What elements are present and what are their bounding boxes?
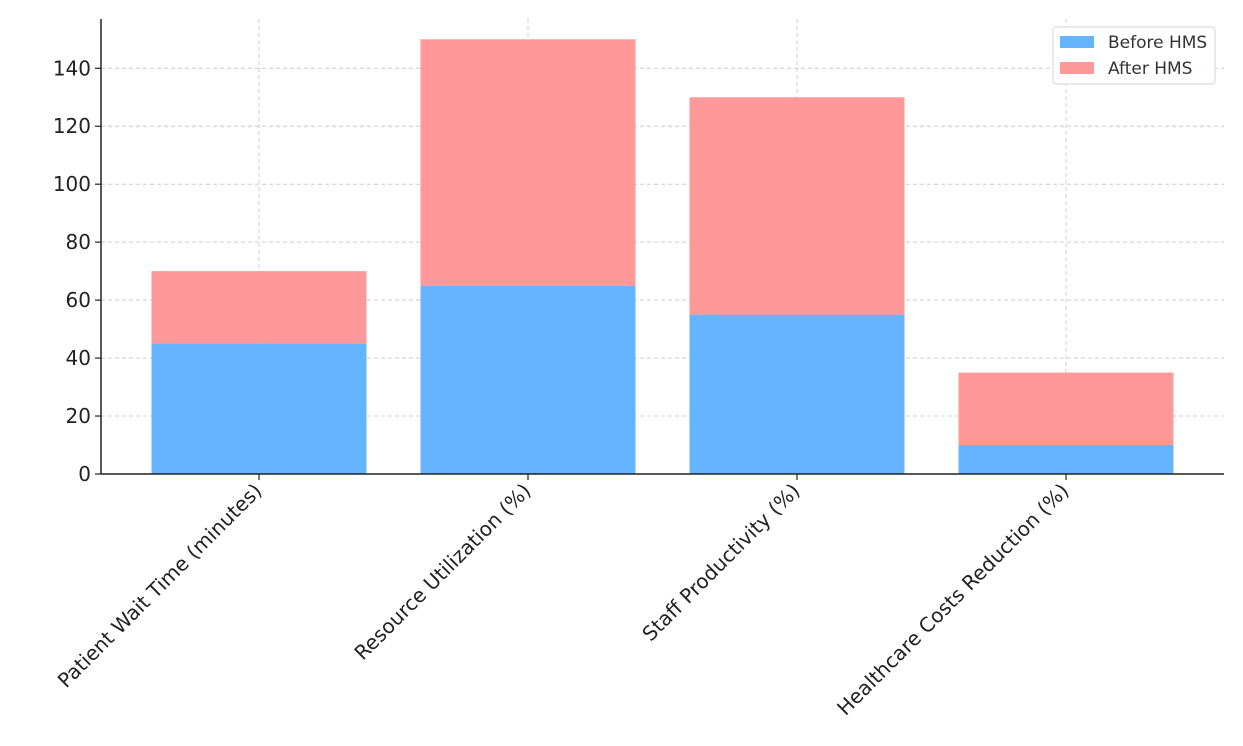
x-tick-label: Patient Wait Time (minutes) xyxy=(53,479,267,693)
bar-before-hms xyxy=(151,343,367,474)
bar-after-hms xyxy=(689,97,905,315)
y-tick-label: 40 xyxy=(66,346,91,370)
legend-swatch xyxy=(1060,36,1094,48)
legend-label: After HMS xyxy=(1108,59,1192,79)
bar-before-hms xyxy=(958,445,1174,474)
y-tick-label: 0 xyxy=(78,462,91,486)
bar-before-hms xyxy=(689,314,905,474)
y-axis-ticks: 0 20 40 60 80 100 120 140 xyxy=(53,56,101,486)
y-tick-label: 100 xyxy=(53,172,91,196)
y-tick-label: 80 xyxy=(66,230,91,254)
y-tick-label: 20 xyxy=(66,404,91,428)
bar-after-hms xyxy=(958,372,1174,446)
bar-after-hms xyxy=(420,39,636,286)
y-tick-label: 140 xyxy=(53,56,91,80)
bars xyxy=(151,39,1174,474)
legend-swatch xyxy=(1060,62,1094,74)
x-tick-label: Resource Utilization (%) xyxy=(349,479,535,665)
y-tick-label: 120 xyxy=(53,114,91,138)
bar-before-hms xyxy=(420,285,636,474)
bar-after-hms xyxy=(151,271,367,344)
axes xyxy=(100,19,1224,475)
x-tick-label: Healthcare Costs Reduction (%) xyxy=(832,479,1074,721)
legend: Before HMS After HMS xyxy=(1052,26,1216,85)
x-axis-ticks: Patient Wait Time (minutes) Resource Util… xyxy=(53,474,1074,720)
legend-label: Before HMS xyxy=(1108,33,1207,53)
x-tick-label: Staff Productivity (%) xyxy=(637,479,804,646)
y-tick-label: 60 xyxy=(66,288,91,312)
